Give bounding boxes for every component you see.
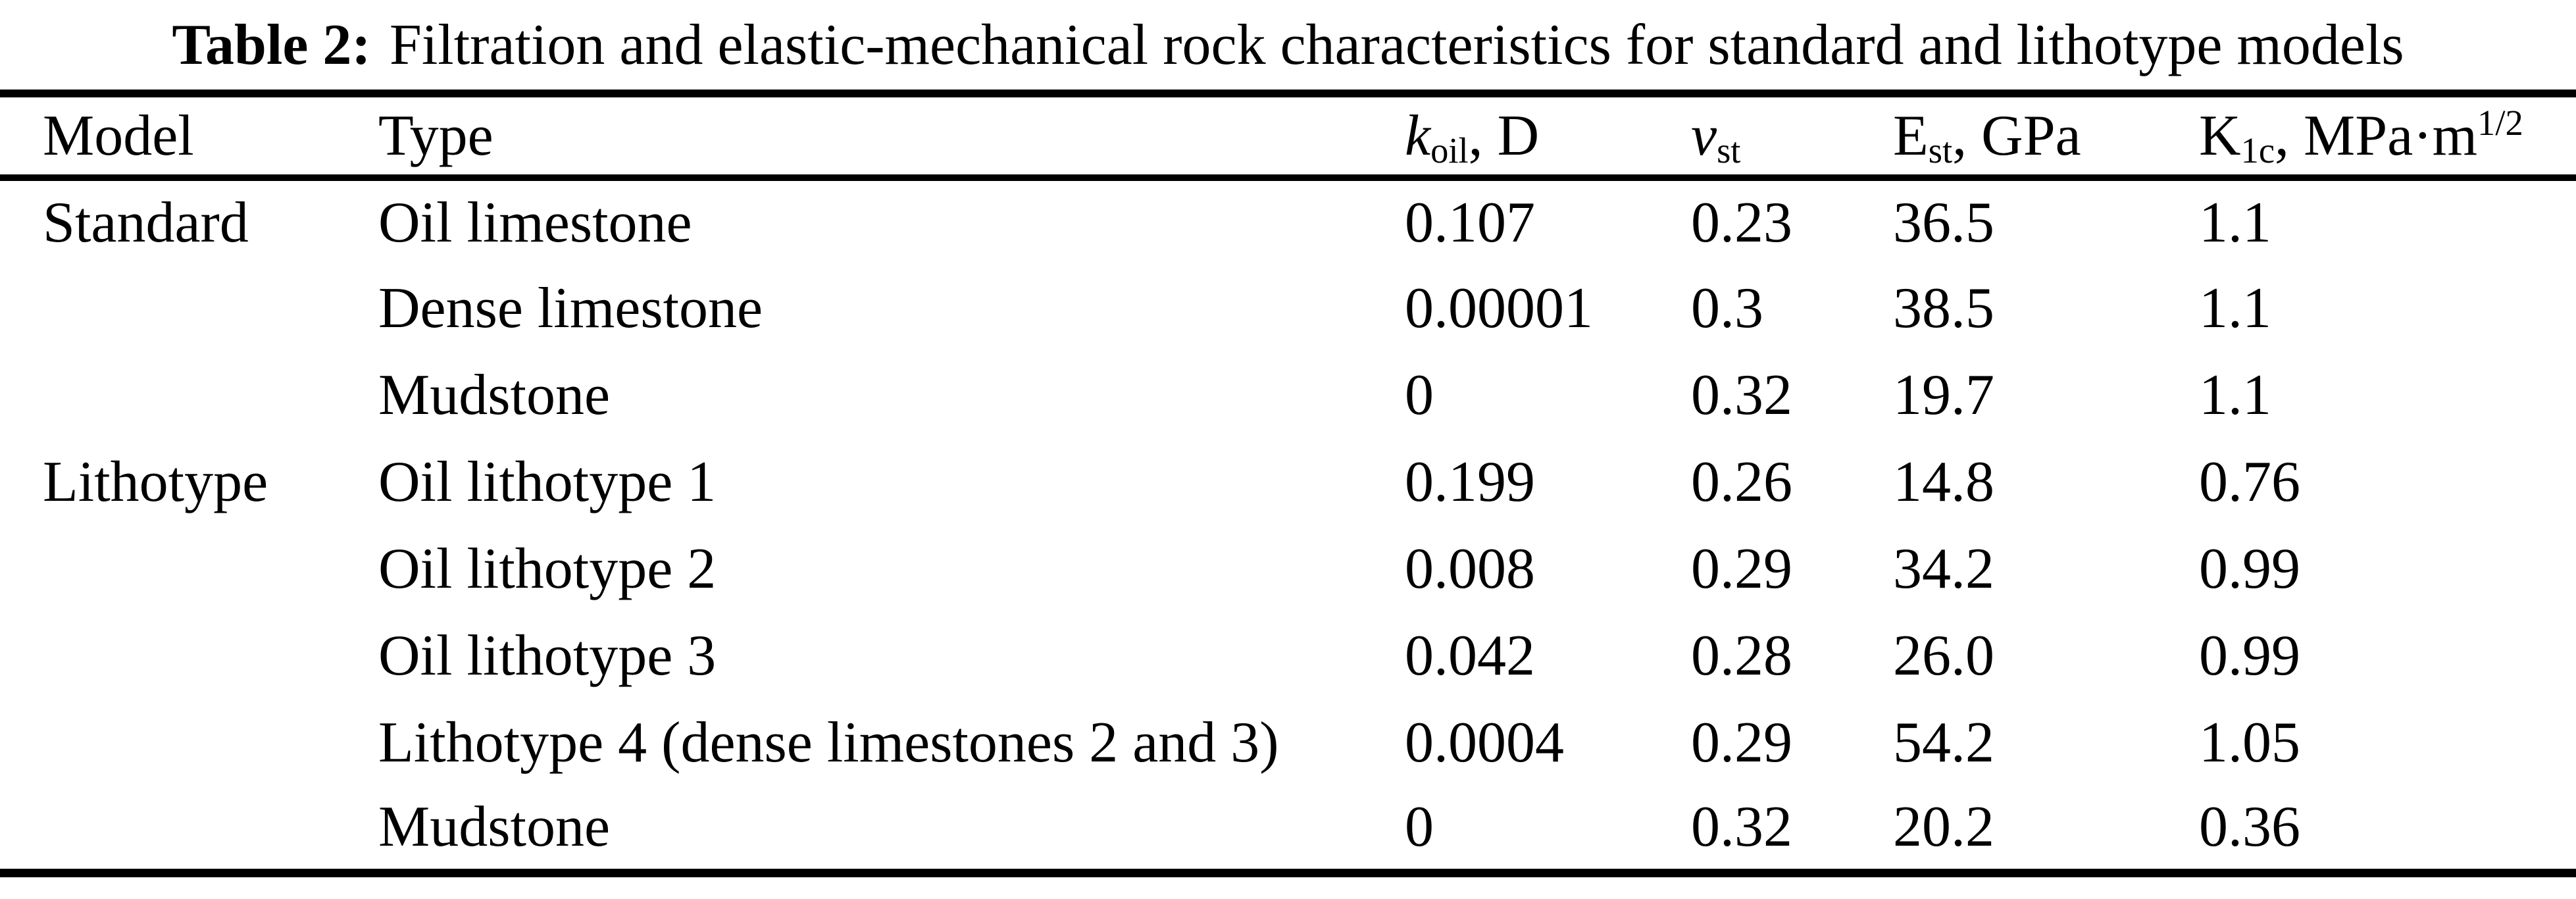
cell-nu-st: 0.29 (1691, 710, 1792, 775)
nu-st-subscript: st (1717, 130, 1741, 170)
column-header-k-oil: koil, D (1405, 93, 1691, 178)
cell-e-st: 54.2 (1893, 710, 1994, 775)
cell-k-oil: 0.042 (1405, 623, 1535, 688)
cell-model (0, 525, 378, 612)
table-row: Mudstone 0 0.32 19.7 1.1 (0, 351, 2576, 438)
table-caption-text: Filtration and elastic-mechanical rock c… (389, 13, 2404, 77)
cell-nu-st: 0.26 (1691, 450, 1792, 514)
table-row: Mudstone 0 0.32 20.2 0.36 (0, 786, 2576, 873)
e-st-symbol: E (1893, 104, 1929, 168)
cell-nu-st: 0.28 (1691, 623, 1792, 688)
cell-nu-st: 0.32 (1691, 363, 1792, 427)
cell-model (0, 265, 378, 351)
k1c-unit-exponent: 1/2 (2477, 103, 2523, 143)
cell-k1c: 1.05 (2199, 710, 2300, 775)
table-row: Standard Oil limestone 0.107 0.23 36.5 1… (0, 178, 2576, 265)
table-header: Model Type koil, D νst Est, GPa K1c, MPa… (0, 93, 2576, 178)
cell-nu-st: 0.32 (1691, 795, 1792, 860)
cell-model: Lithotype (43, 450, 268, 514)
cell-model (0, 351, 378, 438)
cell-type: Oil limestone (378, 191, 692, 255)
cell-type: Dense limestone (378, 276, 763, 340)
table-row: Oil lithotype 3 0.042 0.28 26.0 0.99 (0, 612, 2576, 699)
nu-st-symbol: ν (1691, 104, 1717, 168)
k-oil-unit: , D (1468, 104, 1540, 168)
cell-k-oil: 0.0004 (1405, 710, 1564, 775)
cell-type: Mudstone (378, 363, 610, 427)
table-row: Oil lithotype 2 0.008 0.29 34.2 0.99 (0, 525, 2576, 612)
cell-k-oil: 0.008 (1405, 536, 1535, 601)
e-st-unit: , GPa (1952, 104, 2081, 168)
column-header-e-st: Est, GPa (1893, 93, 2199, 178)
cell-model (0, 699, 378, 786)
cell-k-oil: 0 (1405, 795, 1434, 860)
cell-type: Oil lithotype 2 (378, 536, 717, 601)
header-row: Model Type koil, D νst Est, GPa K1c, MPa… (0, 93, 2576, 178)
cell-k-oil: 0.199 (1405, 450, 1535, 514)
k1c-symbol: K (2199, 104, 2241, 168)
table-row: Dense limestone 0.00001 0.3 38.5 1.1 (0, 265, 2576, 351)
cell-k-oil: 0.00001 (1405, 276, 1593, 340)
cell-k1c: 0.36 (2199, 795, 2300, 860)
k-oil-symbol: k (1405, 104, 1431, 168)
table-caption-number: Table 2: (172, 13, 371, 77)
cell-nu-st: 0.3 (1691, 276, 1763, 340)
cell-nu-st: 0.29 (1691, 536, 1792, 601)
cell-type: Oil lithotype 3 (378, 623, 717, 688)
cell-k-oil: 0.107 (1405, 191, 1535, 255)
cell-e-st: 34.2 (1893, 536, 1994, 601)
e-st-subscript: st (1928, 130, 1953, 170)
cell-e-st: 36.5 (1893, 191, 1994, 255)
cell-e-st: 14.8 (1893, 450, 1994, 514)
cell-model (0, 786, 378, 873)
cell-e-st: 20.2 (1893, 795, 1994, 860)
cell-type: Lithotype 4 (dense limestones 2 and 3) (378, 710, 1279, 775)
cell-k-oil: 0 (1405, 363, 1434, 427)
cell-e-st: 26.0 (1893, 623, 1994, 688)
cell-type: Mudstone (378, 795, 610, 860)
table-row: Lithotype 4 (dense limestones 2 and 3) 0… (0, 699, 2576, 786)
column-header-nu-st: νst (1691, 93, 1893, 178)
table-caption: Table 2: Filtration and elastic-mechanic… (0, 0, 2576, 90)
table-body: Standard Oil limestone 0.107 0.23 36.5 1… (0, 178, 2576, 873)
cell-k1c: 1.1 (2199, 191, 2271, 255)
rock-characteristics-table: Model Type koil, D νst Est, GPa K1c, MPa… (0, 90, 2576, 877)
cell-k1c: 0.99 (2199, 623, 2300, 688)
cell-e-st: 19.7 (1893, 363, 1994, 427)
cell-type: Oil lithotype 1 (378, 450, 717, 514)
k-oil-subscript: oil (1430, 130, 1469, 170)
cell-e-st: 38.5 (1893, 276, 1994, 340)
k1c-unit: , MPa·m (2275, 104, 2478, 168)
column-header-type: Type (378, 104, 493, 168)
column-header-k1c: K1c, MPa·m1/2 (2199, 93, 2576, 178)
cell-model (0, 612, 378, 699)
cell-nu-st: 0.23 (1691, 191, 1792, 255)
k1c-subscript: 1c (2240, 130, 2275, 170)
table-row: Lithotype Oil lithotype 1 0.199 0.26 14.… (0, 438, 2576, 525)
cell-k1c: 0.76 (2199, 450, 2300, 514)
cell-k1c: 1.1 (2199, 276, 2271, 340)
cell-k1c: 1.1 (2199, 363, 2271, 427)
column-header-model: Model (43, 104, 194, 168)
cell-k1c: 0.99 (2199, 536, 2300, 601)
cell-model: Standard (43, 191, 249, 255)
